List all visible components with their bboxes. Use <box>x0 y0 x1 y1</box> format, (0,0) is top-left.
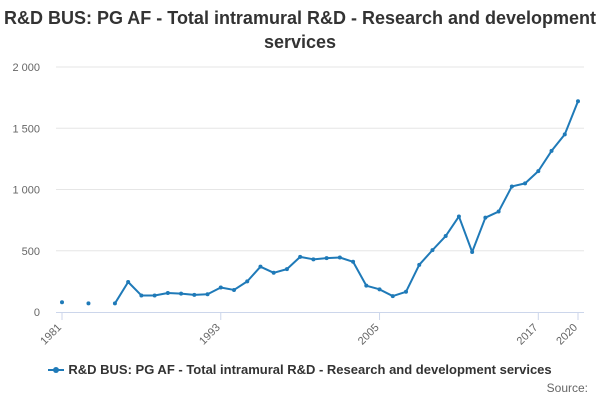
data-point <box>470 249 475 254</box>
data-point <box>245 279 250 284</box>
data-point <box>576 99 580 104</box>
data-point <box>430 248 435 253</box>
data-point <box>549 148 554 153</box>
data-point <box>139 293 144 298</box>
data-point <box>232 287 236 292</box>
data-point <box>443 234 448 239</box>
data-point <box>456 214 461 219</box>
x-tick-label: 2005 <box>356 322 382 348</box>
data-point <box>390 294 395 299</box>
y-tick-label: 0 <box>34 307 40 319</box>
data-point <box>496 209 501 214</box>
y-tick-label: 500 <box>22 246 40 258</box>
data-point <box>404 289 408 294</box>
data-point <box>60 300 64 305</box>
chart-title: R&D BUS: PG AF - Total intramural R&D - … <box>3 8 597 52</box>
legend[interactable]: R&D BUS: PG AF - Total intramural R&D - … <box>0 362 600 377</box>
data-point <box>192 292 197 297</box>
data-point <box>509 184 514 189</box>
data-point <box>205 292 210 297</box>
x-tick-label: 2017 <box>515 322 541 348</box>
legend-swatch <box>48 366 65 373</box>
data-point <box>536 169 541 174</box>
y-tick-label: 1 000 <box>12 185 40 197</box>
data-point <box>112 301 117 306</box>
data-point <box>86 301 91 306</box>
series-line <box>113 100 579 305</box>
data-point <box>337 255 342 260</box>
data-point <box>562 132 567 137</box>
data-point <box>364 283 369 288</box>
data-point <box>324 256 329 261</box>
data-point <box>311 257 316 262</box>
data-point <box>152 293 157 298</box>
y-tick-label: 1 500 <box>12 123 40 135</box>
data-point <box>165 291 170 296</box>
data-point <box>417 262 422 267</box>
data-point <box>258 264 263 269</box>
data-point <box>271 270 276 275</box>
y-tick-label: 2 000 <box>12 62 40 74</box>
x-axis-labels: 1981 1993 2005 2017 2020 <box>38 322 580 348</box>
data-point <box>298 254 303 259</box>
data-point <box>377 287 382 292</box>
data-point <box>179 291 184 296</box>
x-axis <box>56 312 584 320</box>
data-point <box>126 279 131 284</box>
data-point <box>284 267 289 272</box>
gridlines <box>56 66 584 252</box>
legend-label: R&D BUS: PG AF - Total intramural R&D - … <box>68 362 552 377</box>
x-tick-label: 1993 <box>197 322 223 348</box>
y-axis-labels: 0 500 1 000 1 500 2 000 <box>12 62 40 319</box>
data-point <box>351 259 356 264</box>
series-layer <box>60 99 580 306</box>
source-note: Source: <box>546 381 588 395</box>
data-point <box>523 181 528 186</box>
x-tick-label: 2020 <box>554 322 580 348</box>
data-point <box>483 215 488 220</box>
data-point <box>218 285 223 290</box>
x-tick-label: 1981 <box>38 322 64 348</box>
